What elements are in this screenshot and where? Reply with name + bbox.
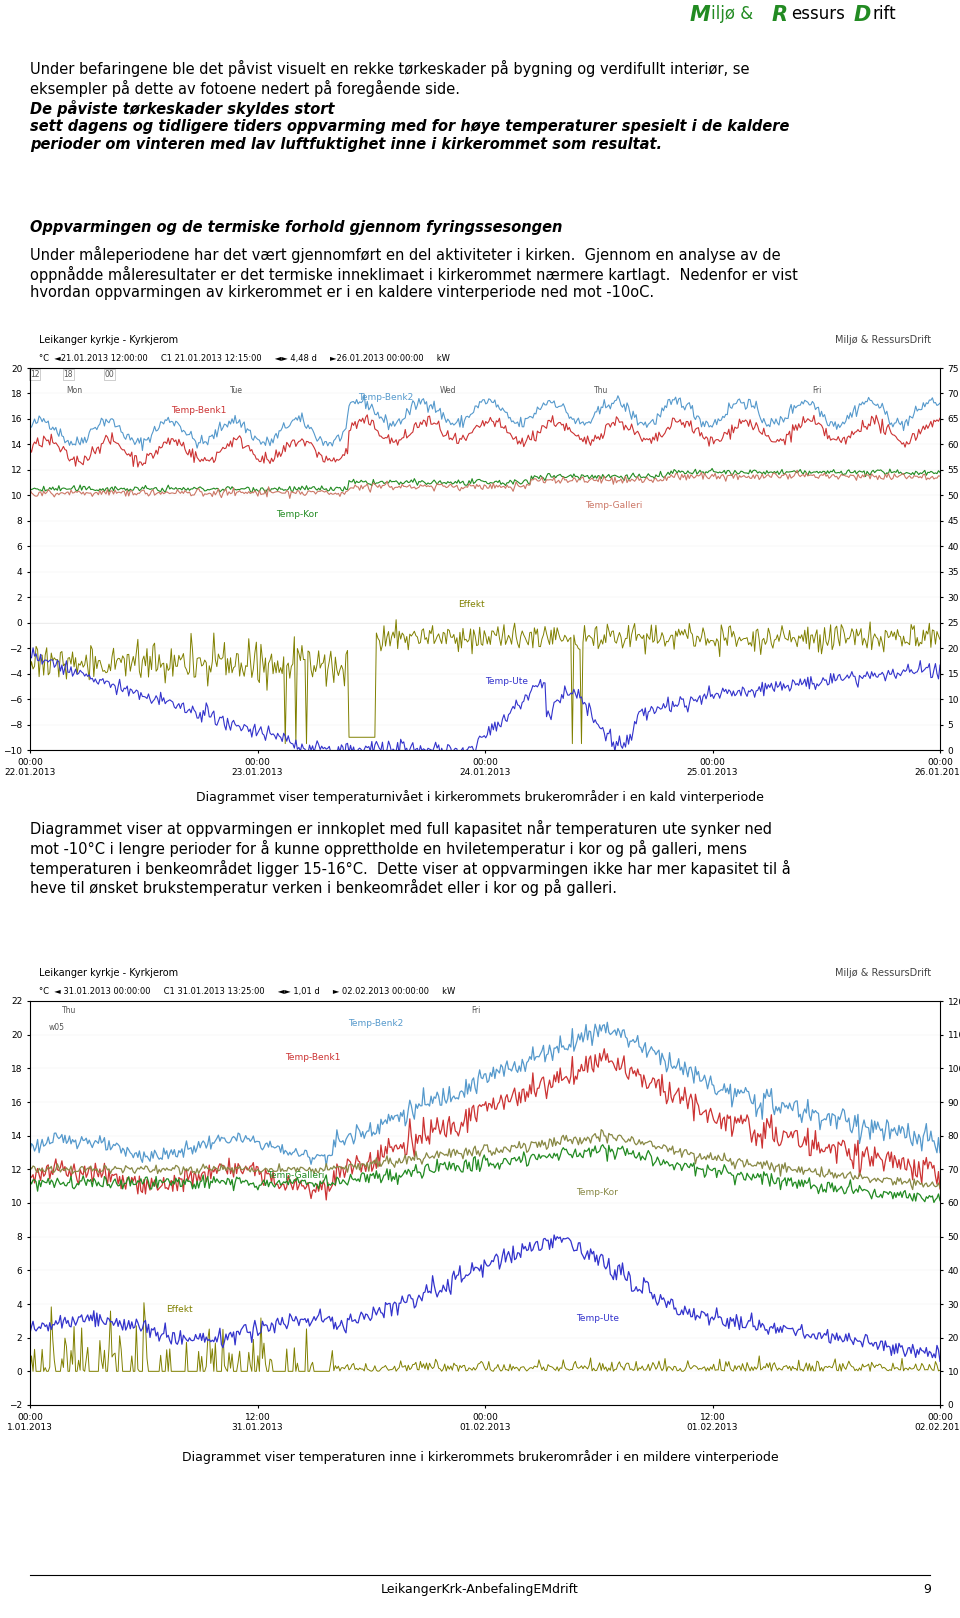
Text: iljø &: iljø & xyxy=(711,5,758,23)
Text: Diagrammet viser temperaturnivået i kirkerommets brukerområder i en kald vinterp: Diagrammet viser temperaturnivået i kirk… xyxy=(196,790,764,804)
Text: Leikanger kyrkje - Kyrkjerom: Leikanger kyrkje - Kyrkjerom xyxy=(39,968,179,977)
Text: Temp-Benk1: Temp-Benk1 xyxy=(171,406,227,414)
Text: Mon: Mon xyxy=(66,387,83,395)
Text: Temp-Benk2: Temp-Benk2 xyxy=(348,1019,404,1029)
Text: Leikanger kyrkje - Kyrkjerom: Leikanger kyrkje - Kyrkjerom xyxy=(39,335,179,345)
Text: Thu: Thu xyxy=(594,387,609,395)
Text: Under måleperiodene har det vært gjennomført en del aktiviteter i kirken.  Gjenn: Under måleperiodene har det vært gjennom… xyxy=(30,246,798,301)
Text: Miljø & RessursDrift: Miljø & RessursDrift xyxy=(835,335,931,345)
Text: Temp-Ute: Temp-Ute xyxy=(485,676,528,686)
Text: Temp-Benk2: Temp-Benk2 xyxy=(357,393,413,401)
Text: essurs: essurs xyxy=(791,5,845,23)
Text: 18: 18 xyxy=(63,371,73,379)
Text: Thu: Thu xyxy=(61,1006,76,1014)
Text: Temp-Galleri: Temp-Galleri xyxy=(267,1171,324,1180)
Text: Tue: Tue xyxy=(230,387,243,395)
Text: Under befaringene ble det påvist visuelt en rekke tørkeskader på bygning og verd: Under befaringene ble det påvist visuelt… xyxy=(30,60,750,97)
Text: 00: 00 xyxy=(105,371,114,379)
Text: 12: 12 xyxy=(30,371,39,379)
Text: Miljø & RessursDrift: Miljø & RessursDrift xyxy=(835,968,931,977)
Text: LeikangerKrk-AnbefalingEMdrift: LeikangerKrk-AnbefalingEMdrift xyxy=(381,1582,579,1595)
Text: Temp-Galleri: Temp-Galleri xyxy=(585,502,642,510)
Text: Effekt: Effekt xyxy=(166,1306,193,1314)
Text: Oppvarmingen og de termiske forhold gjennom fyringssesongen: Oppvarmingen og de termiske forhold gjen… xyxy=(30,220,563,235)
Text: Temp-Ute: Temp-Ute xyxy=(576,1314,619,1324)
Text: Diagrammet viser temperaturen inne i kirkerommets brukerområder i en mildere vin: Diagrammet viser temperaturen inne i kir… xyxy=(181,1450,779,1464)
Text: °C  ◄21.01.2013 12:00:00     C1 21.01.2013 12:15:00     ◄► 4,48 d     ►26.01.201: °C ◄21.01.2013 12:00:00 C1 21.01.2013 12… xyxy=(39,354,450,364)
Text: rift: rift xyxy=(873,5,896,23)
Text: Diagrammet viser at oppvarmingen er innkoplet med full kapasitet når temperature: Diagrammet viser at oppvarmingen er innk… xyxy=(30,820,791,896)
Text: D: D xyxy=(853,5,871,24)
Text: Effekt: Effekt xyxy=(458,600,485,610)
Text: De påviste tørkeskader skyldes stort
sett dagens og tidligere tiders oppvarming : De påviste tørkeskader skyldes stort set… xyxy=(30,100,789,152)
Text: Temp-Benk1: Temp-Benk1 xyxy=(285,1053,340,1061)
Text: Temp-Kor: Temp-Kor xyxy=(576,1188,618,1197)
Text: Wed: Wed xyxy=(440,387,456,395)
Text: °C  ◄ 31.01.2013 00:00:00     C1 31.01.2013 13:25:00     ◄► 1,01 d     ► 02.02.2: °C ◄ 31.01.2013 00:00:00 C1 31.01.2013 1… xyxy=(39,987,455,997)
Text: M: M xyxy=(690,5,710,24)
Text: Fri: Fri xyxy=(471,1006,481,1014)
Text: Temp-Kor: Temp-Kor xyxy=(276,510,318,519)
Text: R: R xyxy=(772,5,788,24)
Text: 9: 9 xyxy=(924,1582,931,1595)
Text: w05: w05 xyxy=(48,1023,64,1032)
Text: Fri: Fri xyxy=(812,387,822,395)
